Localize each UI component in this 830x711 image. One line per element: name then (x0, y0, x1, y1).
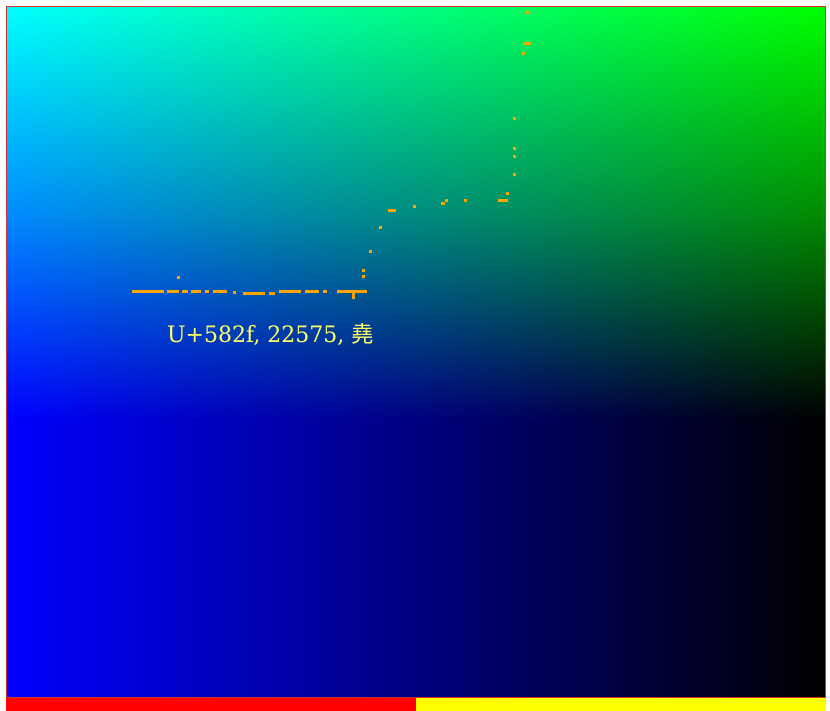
trace-segment (362, 275, 365, 278)
trace-segment (362, 269, 365, 272)
trace-segment (522, 52, 525, 55)
progress-bar-fill (6, 698, 416, 711)
progress-bar (6, 698, 826, 711)
trace-segment (441, 202, 445, 205)
trace-segment (498, 199, 508, 202)
unicode-glyph-label: U+582f, 22575, 堯 (167, 323, 374, 348)
trace-segment (513, 173, 516, 176)
trace-segment (205, 290, 209, 293)
trace-segment (279, 290, 301, 293)
trace-segment (182, 290, 188, 293)
trace-segment (243, 292, 265, 295)
color-gradient-canvas: U+582f, 22575, 堯 (6, 6, 826, 698)
trace-segment (513, 117, 516, 120)
trace-segment (369, 250, 372, 253)
trace-segment (523, 42, 531, 45)
trace-segment (323, 290, 327, 293)
trace-segment (233, 291, 236, 294)
trace-segment (269, 292, 275, 295)
trace-segment (526, 11, 529, 14)
trace-segment (413, 205, 416, 208)
trace-segment (177, 276, 180, 279)
trace-segment (213, 290, 227, 293)
trace-segment (513, 155, 516, 158)
orange-trace-path (132, 11, 531, 299)
trace-segment (352, 290, 355, 299)
trace-segment (388, 209, 396, 212)
trace-segment (445, 199, 448, 202)
trace-segment (506, 192, 509, 195)
trace-segment (305, 290, 319, 293)
trace-segment (379, 226, 382, 229)
trace-segment (167, 290, 179, 293)
trace-segment (132, 290, 164, 293)
green-gradient-overlay (7, 7, 825, 697)
trace-segment (464, 199, 467, 202)
trace-segment (191, 290, 201, 293)
trace-segment (513, 147, 516, 150)
